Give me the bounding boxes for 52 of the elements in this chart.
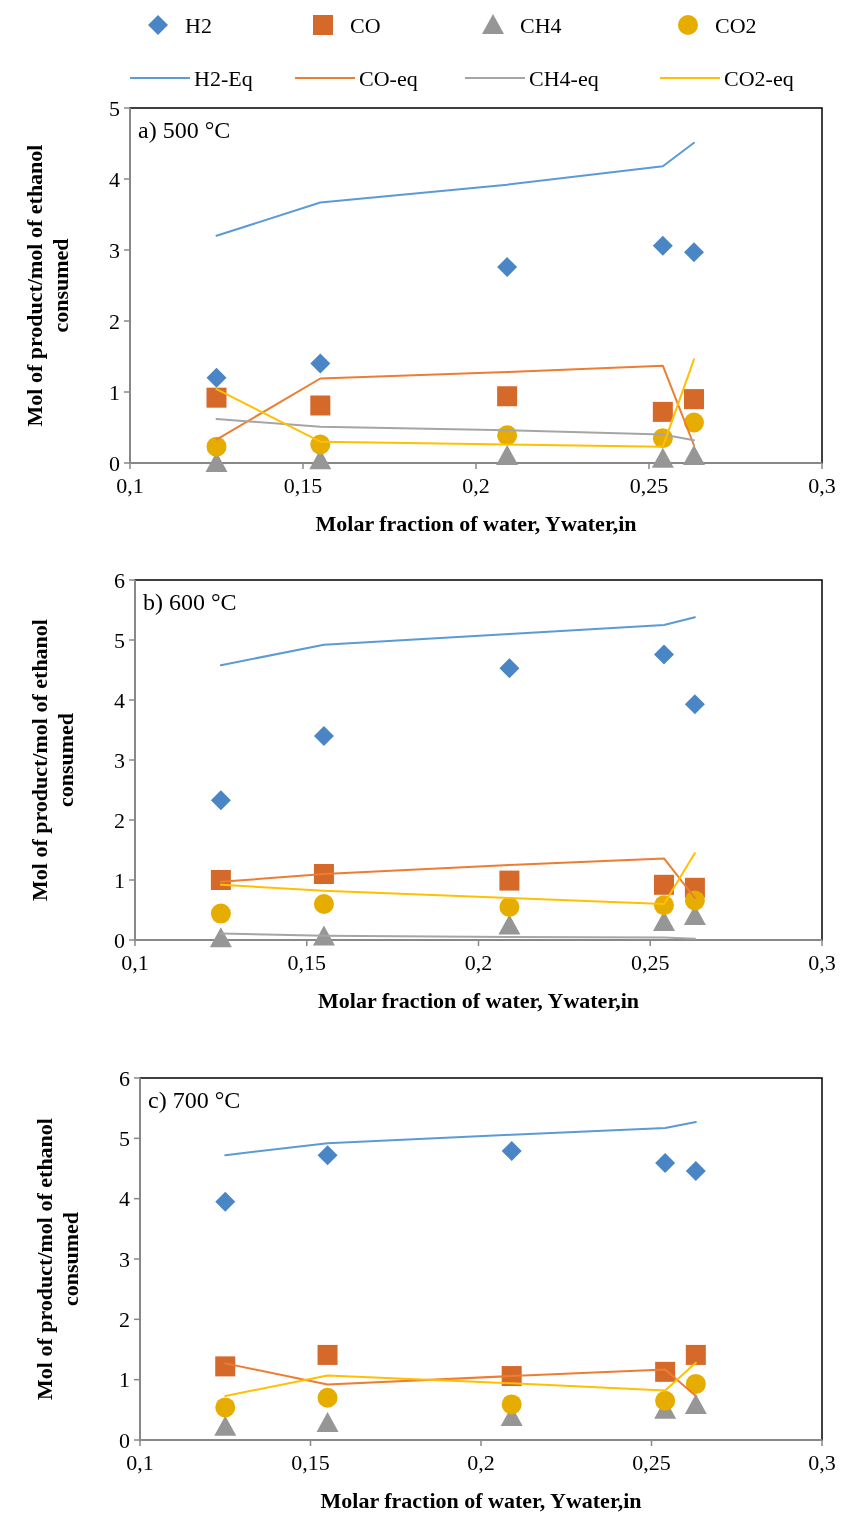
chart-title: b) 600 °C [143,589,237,615]
y-tick-label: 4 [119,1186,130,1212]
x-tick-label: 0,1 [121,950,149,975]
y-tick-label: 0 [119,1427,130,1453]
x-tick-label: 0,3 [808,950,836,975]
y-tick-label: 3 [109,237,120,263]
y-tick-label: 2 [119,1307,130,1333]
y-tick-label: 5 [114,627,125,653]
y-tick-label: 3 [119,1246,130,1272]
x-tick-label: 0,25 [629,473,669,498]
legend-label: CO2-eq [724,65,794,91]
legend-label: CO-eq [359,65,418,91]
x-tick-label: 0,25 [631,950,670,975]
x-tick-label: 0,15 [283,473,323,498]
legend-label: CH4 [520,12,562,38]
x-tick-label: 0,2 [467,1450,495,1475]
x-axis-title: Molar fraction of water, Ywater,in [315,511,637,536]
x-axis-title: Molar fraction of water, Ywater,in [318,988,639,1013]
x-tick-label: 0,3 [808,473,836,498]
x-tick-label: 0,15 [291,1450,330,1475]
x-tick-label: 0,15 [287,950,326,975]
y-tick-label: 1 [119,1367,130,1393]
y-tick-label: 2 [109,308,120,334]
y-tick-label: 0 [114,927,125,953]
legend-label: CO2 [715,12,757,38]
x-tick-label: 0,3 [808,1450,836,1475]
legend-label: H2 [185,12,212,38]
legend-label: CH4-eq [529,65,599,91]
y-tick-label: 3 [114,747,125,773]
y-tick-label: 6 [114,567,125,593]
y-axis-title: Mol of product/mol of ethanol consumed [32,1118,83,1400]
y-tick-label: 5 [109,95,120,121]
y-axis-title: Mol of product/mol of ethanol consumed [22,144,73,427]
legend-label: H2-Eq [194,65,253,91]
chart-title: a) 500 °C [138,117,231,143]
x-tick-label: 0,1 [116,473,144,498]
x-tick-label: 0,1 [126,1450,154,1475]
y-tick-label: 1 [114,867,125,893]
x-axis-title: Molar fraction of water, Ywater,in [320,1488,642,1513]
y-tick-label: 6 [119,1065,130,1091]
chart-title: c) 700 °C [148,1087,241,1113]
y-tick-label: 4 [109,166,120,192]
x-tick-label: 0,2 [464,950,493,975]
x-tick-label: 0,2 [462,473,490,498]
y-tick-label: 1 [109,379,120,405]
x-tick-label: 0,25 [632,1450,671,1475]
y-tick-label: 4 [114,687,125,713]
y-tick-label: 2 [114,807,125,833]
y-tick-label: 0 [109,450,120,476]
y-axis-title: Mol of product/mol of ethanol consumed [27,619,78,901]
legend-label: CO [350,12,381,38]
y-tick-label: 5 [119,1126,130,1152]
